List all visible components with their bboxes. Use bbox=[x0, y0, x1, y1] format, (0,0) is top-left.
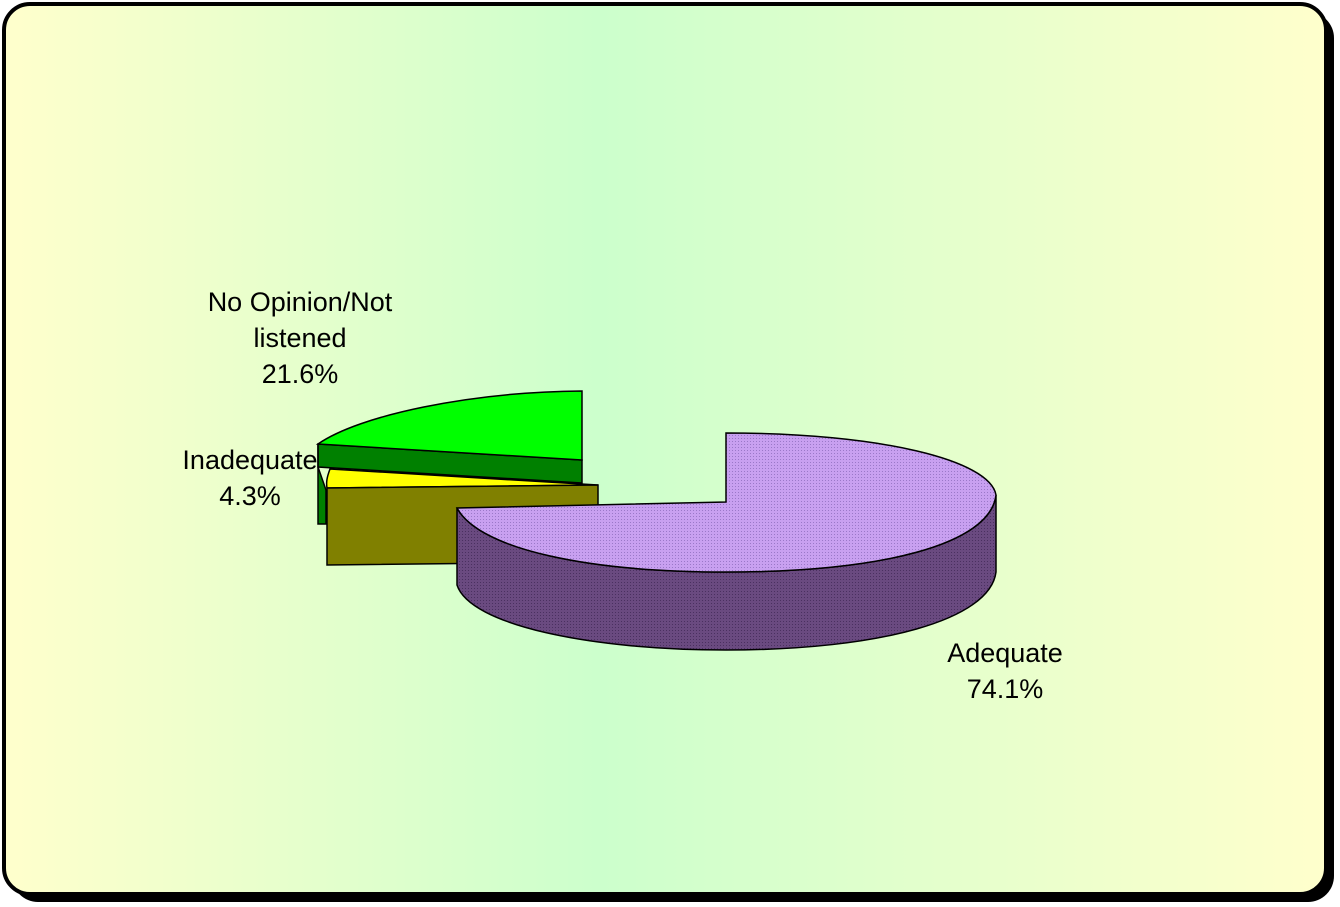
label-no-opinion: No Opinion/Not listened 21.6% bbox=[150, 284, 450, 392]
slice-adequate bbox=[455, 432, 997, 651]
label-inadequate: Inadequate 4.3% bbox=[150, 442, 350, 514]
frame-background bbox=[2, 2, 1328, 896]
slice-no-opinion bbox=[315, 390, 583, 525]
slice-adequate-top bbox=[455, 432, 997, 573]
label-no-opinion-line2: listened bbox=[253, 323, 347, 353]
label-inadequate-value: 4.3% bbox=[219, 481, 281, 511]
label-adequate-value: 74.1% bbox=[966, 674, 1044, 704]
label-no-opinion-line1: No Opinion/Not bbox=[207, 287, 393, 317]
slice-no-opinion-edge bbox=[317, 444, 327, 525]
label-adequate-line1: Adequate bbox=[947, 638, 1063, 668]
label-inadequate-line1: Inadequate bbox=[182, 445, 318, 475]
slice-no-opinion-top bbox=[315, 390, 583, 461]
label-no-opinion-value: 21.6% bbox=[261, 359, 339, 389]
label-adequate: Adequate 74.1% bbox=[905, 635, 1105, 707]
